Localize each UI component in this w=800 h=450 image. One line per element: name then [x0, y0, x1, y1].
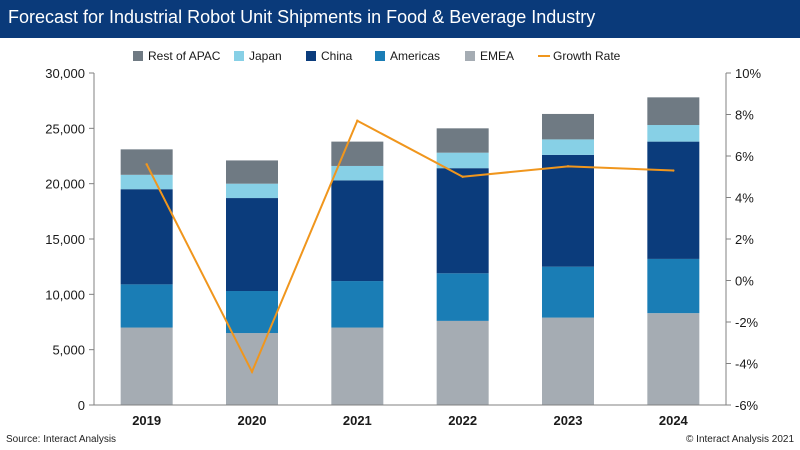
legend-swatch-americas: [375, 51, 385, 61]
growth-rate-point-2024: [672, 169, 675, 172]
bar-rest-of-apac-2024: [647, 97, 700, 126]
y-right-tick-label: -6%: [735, 398, 759, 413]
growth-line: [145, 119, 675, 375]
bar-japan-2024: [647, 125, 700, 142]
bar-americas-2024: [647, 258, 700, 314]
bar-china-2021: [331, 180, 384, 282]
bar-emea-2019: [120, 327, 173, 405]
legend-label-rest-of-apac: Rest of APAC: [148, 49, 221, 63]
bar-japan-2023: [542, 139, 594, 155]
y-right-tick-label: 4%: [735, 191, 754, 206]
x-tick-label: 2019: [132, 413, 161, 428]
legend-label-emea: EMEA: [480, 49, 514, 63]
y-right-tick-label: 8%: [735, 108, 754, 123]
y-right-tick-label: 0%: [735, 274, 754, 289]
axes: 2019 2020 2021 2022 2023 2024 0 5,000 10,000 15,0…: [45, 66, 761, 428]
y-left-tick-label: 0: [78, 398, 85, 413]
bar-emea-2021: [331, 327, 384, 405]
legend-label-americas: Americas: [390, 49, 440, 63]
source-note: Source: Interact Analysis: [6, 434, 117, 445]
y-left-tick-label: 15,000: [45, 232, 85, 247]
growth-rate-point-2019: [145, 163, 148, 166]
chart-title: Forecast for Industrial Robot Unit Shipm…: [8, 7, 596, 27]
bar-rest-of-apac-2023: [542, 113, 594, 140]
x-tick-label: 2022: [448, 413, 477, 428]
x-tick-label: 2023: [554, 413, 583, 428]
bar-rest-of-apac-2019: [120, 149, 173, 175]
y-left-tick-label: 20,000: [45, 177, 85, 192]
legend-swatch-china: [306, 51, 316, 61]
title-bar: Forecast for Industrial Robot Unit Shipm…: [0, 0, 800, 38]
growth-rate-line: [145, 119, 674, 375]
copyright-note: © Interact Analysis 2021: [686, 434, 794, 445]
x-tick-label: 2021: [343, 413, 372, 428]
bar-japan-2020: [226, 183, 278, 199]
bar-china-2022: [436, 168, 489, 274]
bar-china-2023: [542, 154, 594, 267]
growth-rate-point-2020: [250, 370, 254, 373]
x-tick-label: 2024: [659, 413, 689, 428]
legend-swatch-japan: [234, 51, 244, 61]
bar-japan-2021: [331, 165, 384, 181]
bar-emea-2022: [436, 320, 489, 405]
legend: Rest of APAC Japan China Americas EMEA Growth…: [133, 49, 621, 63]
bar-emea-2020: [226, 333, 278, 405]
x-tick-label: 2020: [238, 413, 267, 428]
y-left-tick-label: 5,000: [52, 343, 85, 358]
legend-swatch-rest-of-apac: [133, 51, 143, 61]
growth-rate-point-2023: [566, 165, 570, 168]
bar-rest-of-apac-2020: [226, 160, 278, 184]
growth-rate-point-2022: [461, 175, 464, 178]
legend-label-japan: Japan: [249, 49, 282, 63]
bar-emea-2023: [542, 317, 594, 405]
y-right-tick-label: 2%: [735, 232, 754, 247]
y-right-tick-label: -2%: [735, 315, 759, 330]
y-left-tick-label: 30,000: [45, 66, 85, 81]
bar-americas-2023: [542, 266, 594, 318]
bar-emea-2024: [647, 313, 700, 405]
bar-japan-2019: [120, 174, 173, 190]
y-right-tick-label: 6%: [735, 149, 754, 164]
chart: Rest of APAC Japan China Americas EMEA Growth…: [45, 49, 761, 428]
bar-americas-2022: [436, 273, 489, 321]
bar-americas-2019: [120, 284, 173, 328]
bar-china-2019: [120, 189, 173, 285]
y-left-tick-label: 10,000: [45, 287, 85, 302]
y-right-tick-label: 10%: [735, 66, 761, 81]
bar-china-2020: [226, 198, 278, 292]
bar-japan-2022: [436, 152, 489, 169]
footer: Source: Interact Analysis © Interact Ana…: [0, 432, 800, 450]
bar-americas-2021: [331, 281, 384, 328]
bar-americas-2020: [226, 291, 278, 334]
growth-rate-point-2021: [356, 119, 359, 122]
y-left-tick-label: 25,000: [45, 121, 85, 136]
bars: [120, 97, 700, 405]
bar-china-2024: [647, 141, 700, 259]
y-right-tick-label: -4%: [735, 357, 759, 372]
legend-label-growth-rate: Growth Rate: [553, 49, 621, 63]
legend-label-china: China: [321, 49, 353, 63]
bar-rest-of-apac-2022: [436, 128, 489, 153]
legend-swatch-emea: [465, 51, 475, 61]
